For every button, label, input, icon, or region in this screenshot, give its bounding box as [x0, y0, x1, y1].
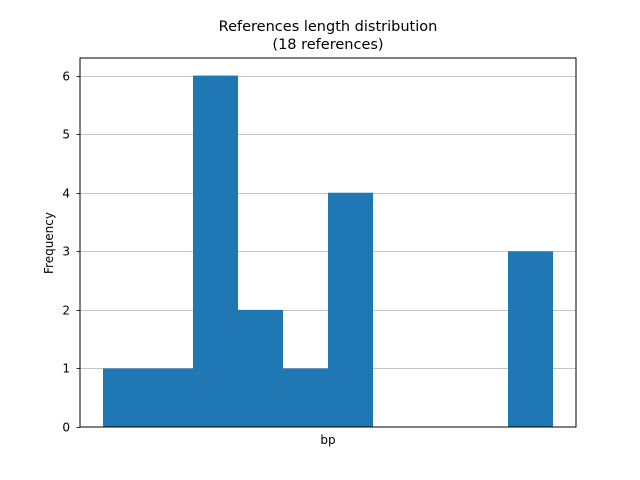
x-axis-label: bp	[320, 433, 335, 447]
y-tick-label: 2	[62, 304, 70, 318]
y-tick-label: 0	[62, 421, 70, 435]
chart-title: References length distribution	[219, 19, 438, 35]
histogram-bar	[148, 368, 193, 427]
y-axis-ticks: 0 1 2 3 4 5 6	[62, 70, 80, 435]
plot-frame	[79, 57, 577, 428]
histogram-bar	[283, 368, 328, 427]
bars	[103, 75, 553, 428]
histogram-bar	[103, 368, 148, 427]
y-tick-label: 3	[62, 245, 70, 259]
histogram-bar	[508, 251, 553, 427]
y-tick-label: 1	[62, 362, 70, 376]
histogram-bar	[238, 309, 283, 427]
y-tick-label: 5	[62, 128, 70, 142]
y-axis-label: Frequency	[42, 212, 56, 274]
y-tick-label: 6	[62, 70, 70, 84]
chart-subtitle: (18 references)	[272, 37, 383, 53]
histogram-bar	[193, 75, 238, 428]
histogram-bar	[328, 192, 373, 427]
y-tick-label: 4	[62, 187, 70, 201]
